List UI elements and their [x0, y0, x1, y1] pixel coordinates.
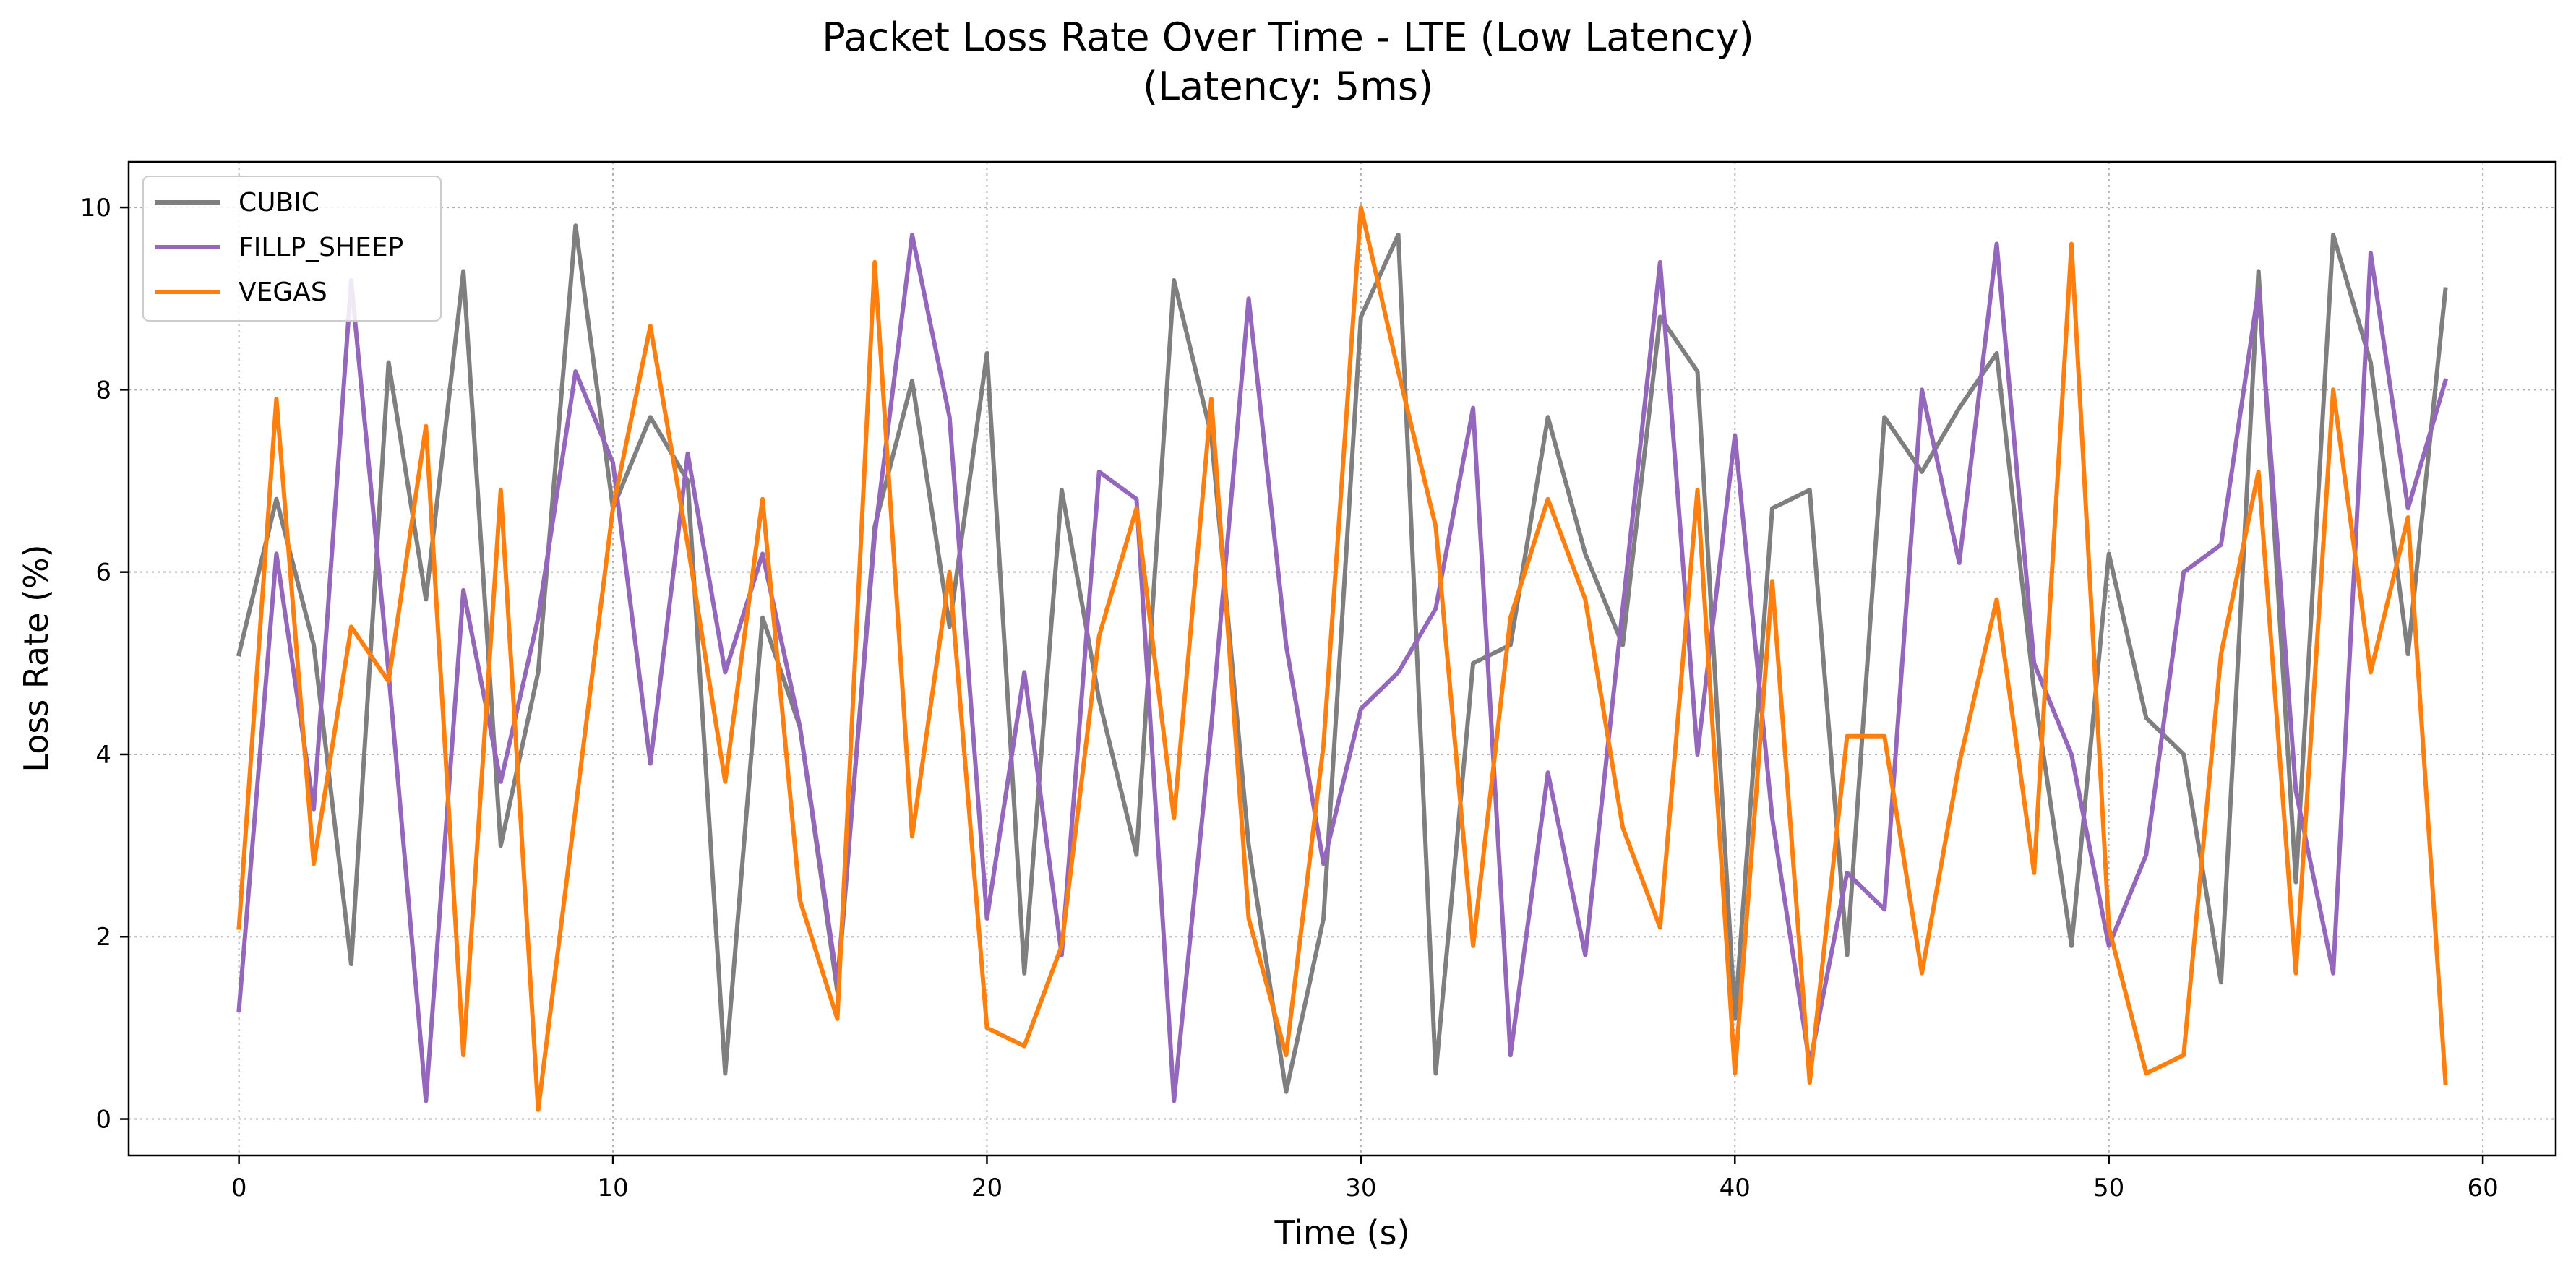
y-tick-label: 4	[95, 741, 111, 770]
y-tick-label: 0	[95, 1106, 111, 1135]
x-tick-label: 20	[971, 1174, 1003, 1202]
x-tick-label: 50	[2093, 1174, 2124, 1202]
x-tick-label: 0	[231, 1174, 247, 1202]
x-axis-label: Time (s)	[1274, 1213, 1409, 1252]
y-tick-label: 10	[80, 194, 111, 223]
chart-title: Packet Loss Rate Over Time - LTE (Low La…	[822, 14, 1754, 60]
series-lines	[236, 205, 2449, 1112]
legend-label: CUBIC	[239, 188, 319, 218]
chart-subtitle: (Latency: 5ms)	[1142, 64, 1434, 109]
legend-label: VEGAS	[239, 277, 327, 307]
axis-ticks: 0 10 20 30 40 50 60 0 2 4 6 8 10	[80, 194, 2499, 1202]
x-tick-label: 10	[597, 1174, 628, 1202]
legend-label: FILLP_SHEEP	[239, 233, 403, 262]
series-line-fillp-sheep	[236, 232, 2449, 1103]
x-tick-label: 40	[1720, 1174, 1751, 1202]
series-line-vegas	[236, 205, 2448, 1112]
legend: CUBIC FILLP_SHEEP VEGAS	[142, 176, 442, 322]
y-tick-label: 6	[95, 559, 111, 587]
grid	[129, 162, 2556, 1155]
plot-frame	[127, 160, 2557, 1157]
x-tick-label: 30	[1345, 1174, 1376, 1202]
series-line-cubic	[236, 223, 2448, 1094]
y-axis-label: Loss Rate (%)	[17, 544, 56, 772]
x-tick-label: 60	[2467, 1174, 2498, 1202]
legend-box	[142, 176, 442, 322]
y-tick-label: 2	[95, 923, 111, 952]
y-tick-label: 8	[95, 376, 111, 405]
